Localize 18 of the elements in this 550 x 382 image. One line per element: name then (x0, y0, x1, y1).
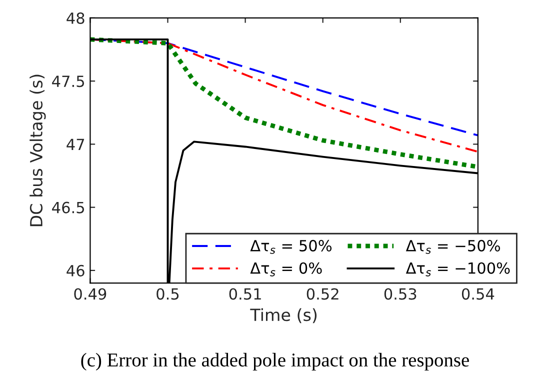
y-tick-label: 47 (66, 138, 84, 150)
y-axis-title: DC bus Voltage (s) (30, 74, 46, 226)
x-tick-label: 0.52 (306, 288, 338, 300)
legend-label: Δτ$_{s}$ = −100% (406, 262, 510, 276)
y-tick-label: 47.5 (52, 76, 84, 88)
text: (c) Error in the added pole impact on the response (81, 352, 469, 371)
x-axis-title: Time (s) (250, 308, 317, 324)
y-tick-label: 46.5 (52, 202, 84, 214)
legend-label: Δτ$_{s}$ = −50% (406, 240, 500, 254)
x-tick-label: 0.51 (229, 288, 261, 300)
legend-label: Δτ$_{s}$ = 50% (250, 240, 332, 254)
y-tick-label: 46 (66, 264, 84, 276)
y-tick-label: 48 (66, 12, 84, 24)
x-tick-label: 0.54 (462, 288, 494, 300)
x-tick-label: 0.5 (156, 288, 179, 300)
x-tick-label: 0.49 (74, 288, 106, 300)
legend-label: Δτ$_{s}$ = 0% (250, 262, 322, 276)
x-tick-label: 0.53 (384, 288, 416, 300)
